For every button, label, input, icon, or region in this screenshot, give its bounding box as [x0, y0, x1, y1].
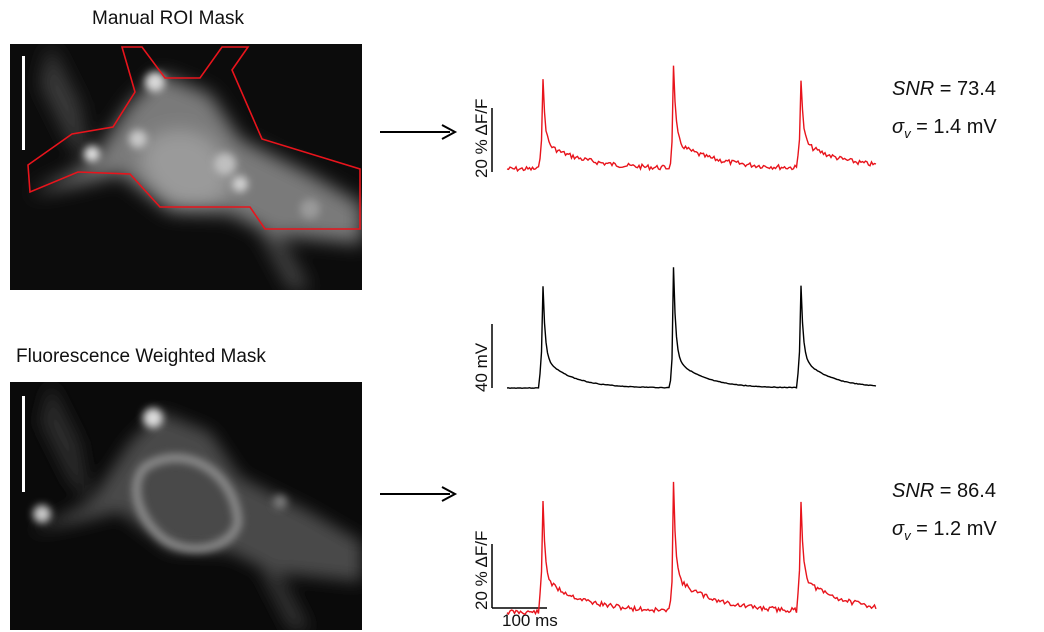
manual-roi-outline: [27, 46, 361, 230]
weighted-mask-trace: 20 % ΔF/F 100 ms: [472, 481, 877, 630]
dff-scale-label: 20 % ΔF/F: [472, 531, 491, 610]
snr-bottom: SNR = 86.4: [892, 480, 996, 502]
membrane-voltage-trace: 40 mV: [472, 267, 877, 392]
image-scale-bar: [22, 396, 25, 492]
weighted-mask-micrograph: [10, 382, 362, 630]
image-scale-bar: [22, 56, 25, 150]
voltage-scale-label: 40 mV: [472, 342, 491, 392]
time-scale-label: 100 ms: [502, 611, 558, 630]
weighted-mask-title: Fluorescence Weighted Mask: [16, 346, 266, 367]
manual-roi-trace: 20 % ΔF/F: [472, 65, 877, 178]
dff-scale-label: 20 % ΔF/F: [472, 99, 491, 178]
manual-roi-micrograph: [10, 44, 362, 290]
sigma-top: σv = 1.4 mV: [892, 116, 997, 141]
arrow-bottom-icon: [380, 486, 458, 502]
snr-top: SNR = 73.4: [892, 78, 996, 100]
manual-roi-title: Manual ROI Mask: [92, 8, 245, 29]
arrow-top-icon: [380, 124, 458, 140]
sigma-bottom: σv = 1.2 mV: [892, 518, 997, 543]
